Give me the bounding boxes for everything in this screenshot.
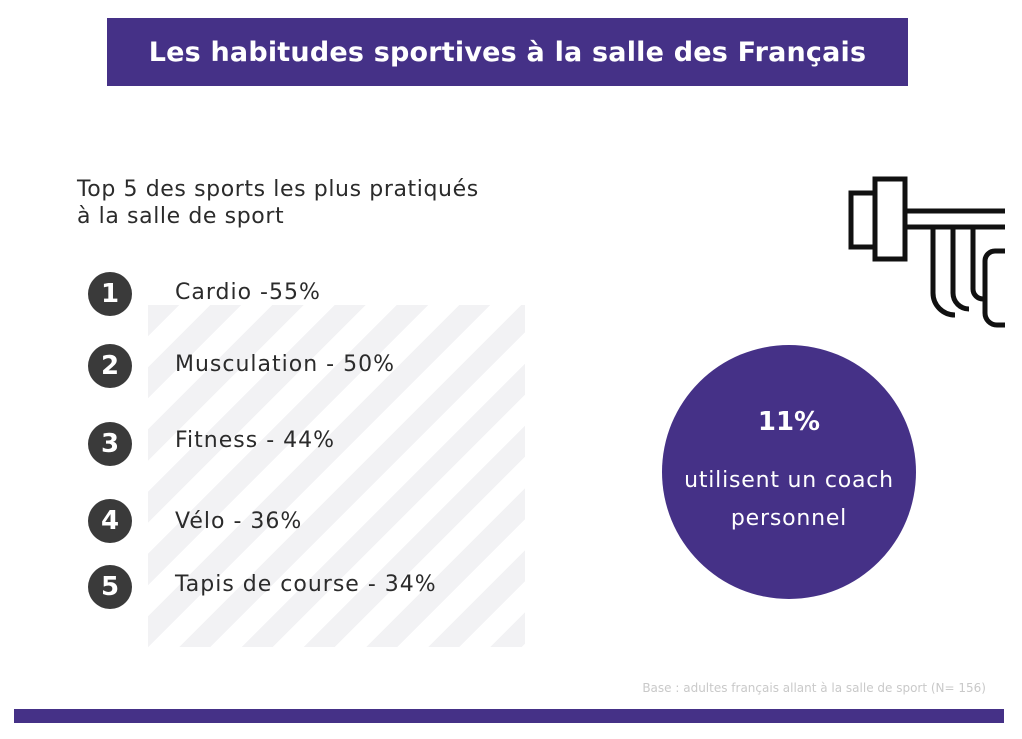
rank-badge: 4 [88,499,132,543]
coach-percent: 11% [757,407,821,437]
rank-label: Fitness - 44% [175,428,336,453]
coach-description: utilisent un coach personnel [662,462,916,538]
rank-badge: 1 [88,272,132,316]
coach-line-1: utilisent un coach [684,468,894,493]
coach-stat-circle: 11% utilisent un coach personnel [662,345,916,599]
rank-label: Musculation - 50% [175,352,395,377]
ranking-subtitle: Top 5 des sports les plus pratiqués à la… [77,176,479,230]
title-banner: Les habitudes sportives à la salle des F… [107,18,908,86]
base-footnote: Base : adultes français allant à la sall… [642,681,986,695]
bottom-bar [14,709,1004,723]
striped-background [148,305,525,647]
rank-badge: 5 [88,565,132,609]
subtitle-line-2: à la salle de sport [77,204,285,229]
barbell-icon [845,173,1005,337]
rank-label: Cardio -55% [175,280,321,305]
rank-badge: 3 [88,422,132,466]
rank-badge: 2 [88,344,132,388]
rank-label: Vélo - 36% [175,509,303,534]
coach-line-2: personnel [730,506,848,531]
rank-label: Tapis de course - 34% [175,572,437,597]
page-title: Les habitudes sportives à la salle des F… [148,36,867,68]
subtitle-line-1: Top 5 des sports les plus pratiqués [77,177,479,202]
